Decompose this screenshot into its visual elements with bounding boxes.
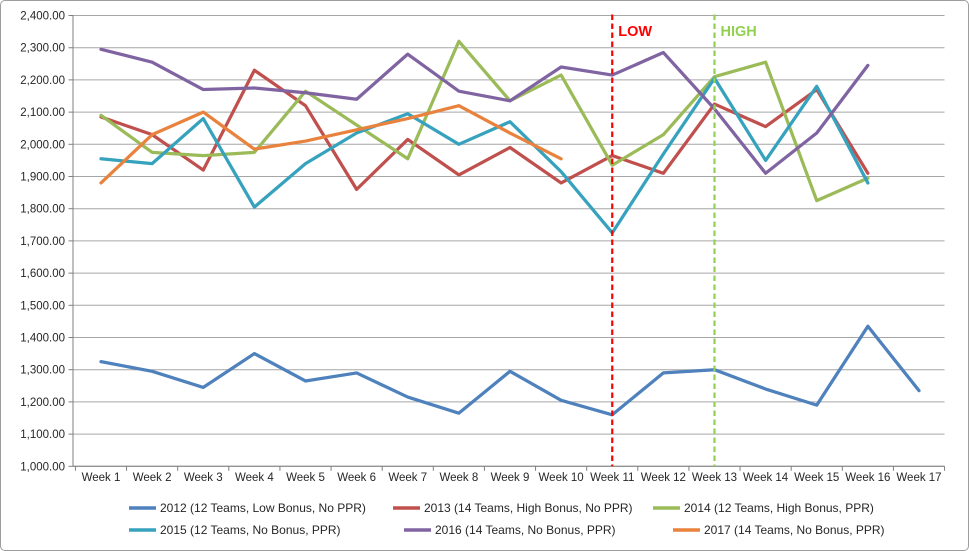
x-tick-label: Week 5 <box>286 472 325 484</box>
legend-item-2015: 2015 (12 Teams, No Bonus, PPR) <box>129 523 341 537</box>
x-tick-label: Week 6 <box>337 472 376 484</box>
series-line-2017 <box>99 104 563 185</box>
series-line-2012 <box>99 324 921 417</box>
y-tick-label: 1,400.00 <box>20 333 65 345</box>
axes <box>68 15 946 471</box>
x-tick-label: Week 2 <box>133 472 172 484</box>
legend-label: 2013 (14 Teams, High Bonus, No PPR) <box>424 501 633 515</box>
legend: 2012 (12 Teams, Low Bonus, No PPR) 2013 (… <box>129 501 885 537</box>
legend-item-2016: 2016 (14 Teams, No Bonus, PPR) <box>404 523 616 537</box>
x-tick-label: Week 16 <box>845 472 890 484</box>
x-tick-label: Week 15 <box>794 472 839 484</box>
x-tick-label: Week 10 <box>539 472 584 484</box>
y-tick-label: 1,500.00 <box>20 300 65 312</box>
x-axis-labels: Week 1 Week 2 Week 3 Week 4 Week 5 Week 6 Week… <box>82 472 942 484</box>
annotations: LOW HIGH <box>611 14 757 467</box>
x-tick-label: Week 8 <box>439 472 478 484</box>
y-tick-label: 1,900.00 <box>20 172 65 184</box>
y-tick-label: 2,200.00 <box>20 75 65 87</box>
legend-label: 2014 (12 Teams, High Bonus, PPR) <box>684 501 874 515</box>
x-tick-label: Week 3 <box>184 472 223 484</box>
y-tick-label: 1,100.00 <box>20 429 65 441</box>
x-tick-label: Week 4 <box>235 472 274 484</box>
y-tick-label: 1,200.00 <box>20 397 65 409</box>
legend-label: 2016 (14 Teams, No Bonus, PPR) <box>435 523 616 537</box>
x-tick-label: Week 1 <box>82 472 121 484</box>
y-tick-label: 2,000.00 <box>20 139 65 151</box>
y-tick-label: 2,100.00 <box>20 107 65 119</box>
y-tick-label: 1,800.00 <box>20 204 65 216</box>
y-tick-label: 1,600.00 <box>20 268 65 280</box>
y-tick-label: 1,000.00 <box>20 461 65 473</box>
series-line-2014 <box>99 39 870 203</box>
y-tick-label: 1,700.00 <box>20 236 65 248</box>
legend-item-2014: 2014 (12 Teams, High Bonus, PPR) <box>653 501 874 515</box>
legend-label: 2012 (12 Teams, Low Bonus, No PPR) <box>160 501 366 515</box>
x-tick-label: Week 11 <box>590 472 634 484</box>
x-tick-label: Week 13 <box>692 472 737 484</box>
legend-item-2017: 2017 (14 Teams, No Bonus, PPR) <box>673 523 885 537</box>
series-line-2016 <box>99 47 870 175</box>
x-tick-label: Week 7 <box>388 472 427 484</box>
legend-label: 2015 (12 Teams, No Bonus, PPR) <box>160 523 341 537</box>
y-axis-labels: 1,000.00 1,100.00 1,200.00 1,300.00 1,400.00… <box>20 11 65 474</box>
series-line-2015 <box>99 76 870 235</box>
series-lines <box>99 39 921 417</box>
x-tick-label: Week 12 <box>641 472 686 484</box>
y-tick-label: 2,300.00 <box>20 43 65 55</box>
x-tick-label: Week 14 <box>743 472 789 484</box>
legend-item-2013: 2013 (14 Teams, High Bonus, No PPR) <box>393 501 633 515</box>
gridlines <box>73 15 945 467</box>
x-tick-label: Week 9 <box>491 472 530 484</box>
legend-item-2012: 2012 (12 Teams, Low Bonus, No PPR) <box>129 501 366 515</box>
series-line-2013 <box>99 68 870 192</box>
legend-label: 2017 (14 Teams, No Bonus, PPR) <box>704 523 885 537</box>
y-tick-label: 1,300.00 <box>20 365 65 377</box>
high-label: HIGH <box>721 24 757 40</box>
y-tick-label: 2,400.00 <box>20 11 65 23</box>
x-tick-label: Week 17 <box>896 472 941 484</box>
low-label: LOW <box>618 24 652 40</box>
